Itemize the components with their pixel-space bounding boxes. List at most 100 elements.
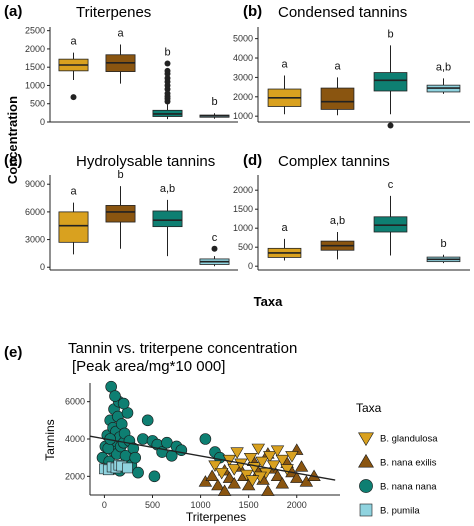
data-point bbox=[285, 451, 299, 463]
data-point bbox=[122, 462, 133, 474]
box-b-nana-nana: c bbox=[373, 179, 408, 256]
data-point bbox=[266, 460, 281, 472]
y-tick-label: 2000 bbox=[65, 471, 85, 481]
data-point bbox=[245, 475, 260, 487]
data-point bbox=[102, 442, 115, 455]
box-b-pumila: c bbox=[199, 232, 230, 267]
significance-label: b bbox=[117, 169, 123, 181]
y-tick-label: 2000 bbox=[25, 44, 45, 54]
panel-e: (e) Tannin vs. triterpene concentration … bbox=[4, 340, 438, 524]
data-point bbox=[141, 414, 154, 427]
y-tick-label: 6000 bbox=[25, 207, 45, 217]
y-tick-label: 1500 bbox=[233, 204, 253, 214]
legend-label: B. nana exilis bbox=[380, 458, 437, 469]
data-point bbox=[215, 467, 229, 480]
data-point bbox=[240, 469, 254, 482]
y-tick-label: 500 bbox=[30, 99, 45, 109]
scatter-y-label: Tannins bbox=[43, 419, 57, 460]
trend-line bbox=[89, 435, 336, 481]
y-tick-label: 5000 bbox=[233, 34, 253, 44]
significance-label: b bbox=[387, 28, 393, 40]
data-point bbox=[137, 433, 149, 445]
data-point bbox=[217, 484, 232, 496]
data-point bbox=[275, 477, 290, 489]
data-point bbox=[109, 390, 121, 402]
data-point bbox=[270, 445, 285, 457]
y-tick-label: 2000 bbox=[233, 185, 253, 195]
outlier-point bbox=[70, 94, 77, 101]
data-point bbox=[294, 460, 309, 472]
panel-c-title: Hydrolysable tannins bbox=[76, 153, 215, 170]
outlier-point bbox=[164, 67, 171, 74]
box-iqr bbox=[373, 72, 408, 92]
box-b-nana-nana: a,b bbox=[152, 183, 183, 257]
box-b-pumila: b bbox=[199, 96, 230, 119]
data-point bbox=[251, 443, 265, 456]
data-point bbox=[222, 471, 237, 483]
significance-label: a bbox=[281, 58, 288, 70]
outlier-point bbox=[164, 60, 171, 67]
legend-marker bbox=[358, 453, 374, 468]
outlier-point bbox=[164, 90, 171, 97]
panel-b-plot: 1000 2000 3000 4000 5000 a a b a,b bbox=[233, 27, 470, 129]
y-tick-label: 500 bbox=[238, 242, 253, 252]
y-tick-label: 2500 bbox=[25, 26, 45, 36]
data-point bbox=[148, 470, 161, 483]
significance-label: a,b bbox=[160, 183, 175, 195]
box-b-glandulosa: a bbox=[267, 58, 302, 115]
data-point bbox=[175, 444, 188, 457]
data-point bbox=[227, 464, 241, 476]
y-tick-label: 1500 bbox=[25, 62, 45, 72]
x-tick-label: 1500 bbox=[239, 500, 259, 510]
panel-d-letter: (d) bbox=[243, 152, 262, 169]
legend-title: Taxa bbox=[356, 401, 382, 415]
box-iqr bbox=[320, 87, 355, 110]
significance-label: a bbox=[70, 186, 77, 198]
box-b-nana-exilis: b bbox=[105, 169, 136, 249]
data-point bbox=[230, 447, 244, 459]
panel-e-title: Tannin vs. triterpene concentration bbox=[68, 340, 297, 357]
legend-label: B. nana nana bbox=[380, 482, 437, 493]
significance-label: b bbox=[211, 96, 217, 108]
series-b-glandulosa bbox=[208, 443, 299, 487]
y-tick-label: 1000 bbox=[233, 223, 253, 233]
panel-d-title: Complex tannins bbox=[278, 153, 390, 170]
y-tick-label: 4000 bbox=[65, 434, 85, 444]
global-x-label: Taxa bbox=[254, 294, 283, 309]
legend-marker bbox=[359, 479, 373, 493]
x-tick-label: 500 bbox=[145, 500, 160, 510]
significance-label: a bbox=[334, 60, 341, 72]
panel-a-title: Triterpenes bbox=[76, 4, 151, 21]
y-tick-label: 0 bbox=[248, 261, 253, 271]
data-point bbox=[199, 433, 212, 445]
panel-d: (d) Complex tannins 0 500 1000 1500 2000 a a,b… bbox=[233, 152, 470, 271]
box-b-glandulosa: a bbox=[58, 186, 89, 255]
data-point bbox=[280, 464, 294, 476]
box-b-glandulosa: a bbox=[58, 36, 89, 101]
panel-e-subtitle: [Peak area/mg*10 000] bbox=[72, 358, 225, 375]
data-point bbox=[243, 453, 258, 465]
significance-label: c bbox=[212, 232, 218, 244]
panel-b-letter: (b) bbox=[243, 3, 262, 20]
data-point bbox=[208, 460, 222, 472]
legend: Taxa B. glandulosa B. nana exilis B. nana … bbox=[356, 401, 438, 517]
data-point bbox=[205, 469, 219, 481]
y-tick-label: 4000 bbox=[233, 53, 253, 63]
box-b-nana-nana: b bbox=[152, 47, 183, 120]
box-b-glandulosa: a bbox=[267, 222, 302, 261]
significance-label: a bbox=[117, 28, 124, 40]
box-b-pumila: b bbox=[426, 238, 461, 264]
significance-label: a bbox=[70, 36, 77, 48]
data-point bbox=[263, 451, 277, 463]
data-point bbox=[198, 475, 213, 487]
legend-items: B. glandulosa B. nana exilis B. nana nana B… bbox=[358, 432, 438, 517]
significance-label: a,b bbox=[436, 61, 451, 73]
box-b-nana-nana: b bbox=[373, 28, 408, 129]
panel-b: (b) Condensed tannins 1000 2000 3000 4000 50… bbox=[233, 3, 470, 129]
panel-c-plot: 0 3000 6000 9000 a b a,b c bbox=[25, 169, 238, 272]
box-b-pumila: a,b bbox=[426, 61, 461, 94]
box-b-nana-exilis: a bbox=[320, 60, 355, 116]
significance-label: c bbox=[388, 179, 394, 191]
panel-a-letter: (a) bbox=[4, 3, 22, 20]
